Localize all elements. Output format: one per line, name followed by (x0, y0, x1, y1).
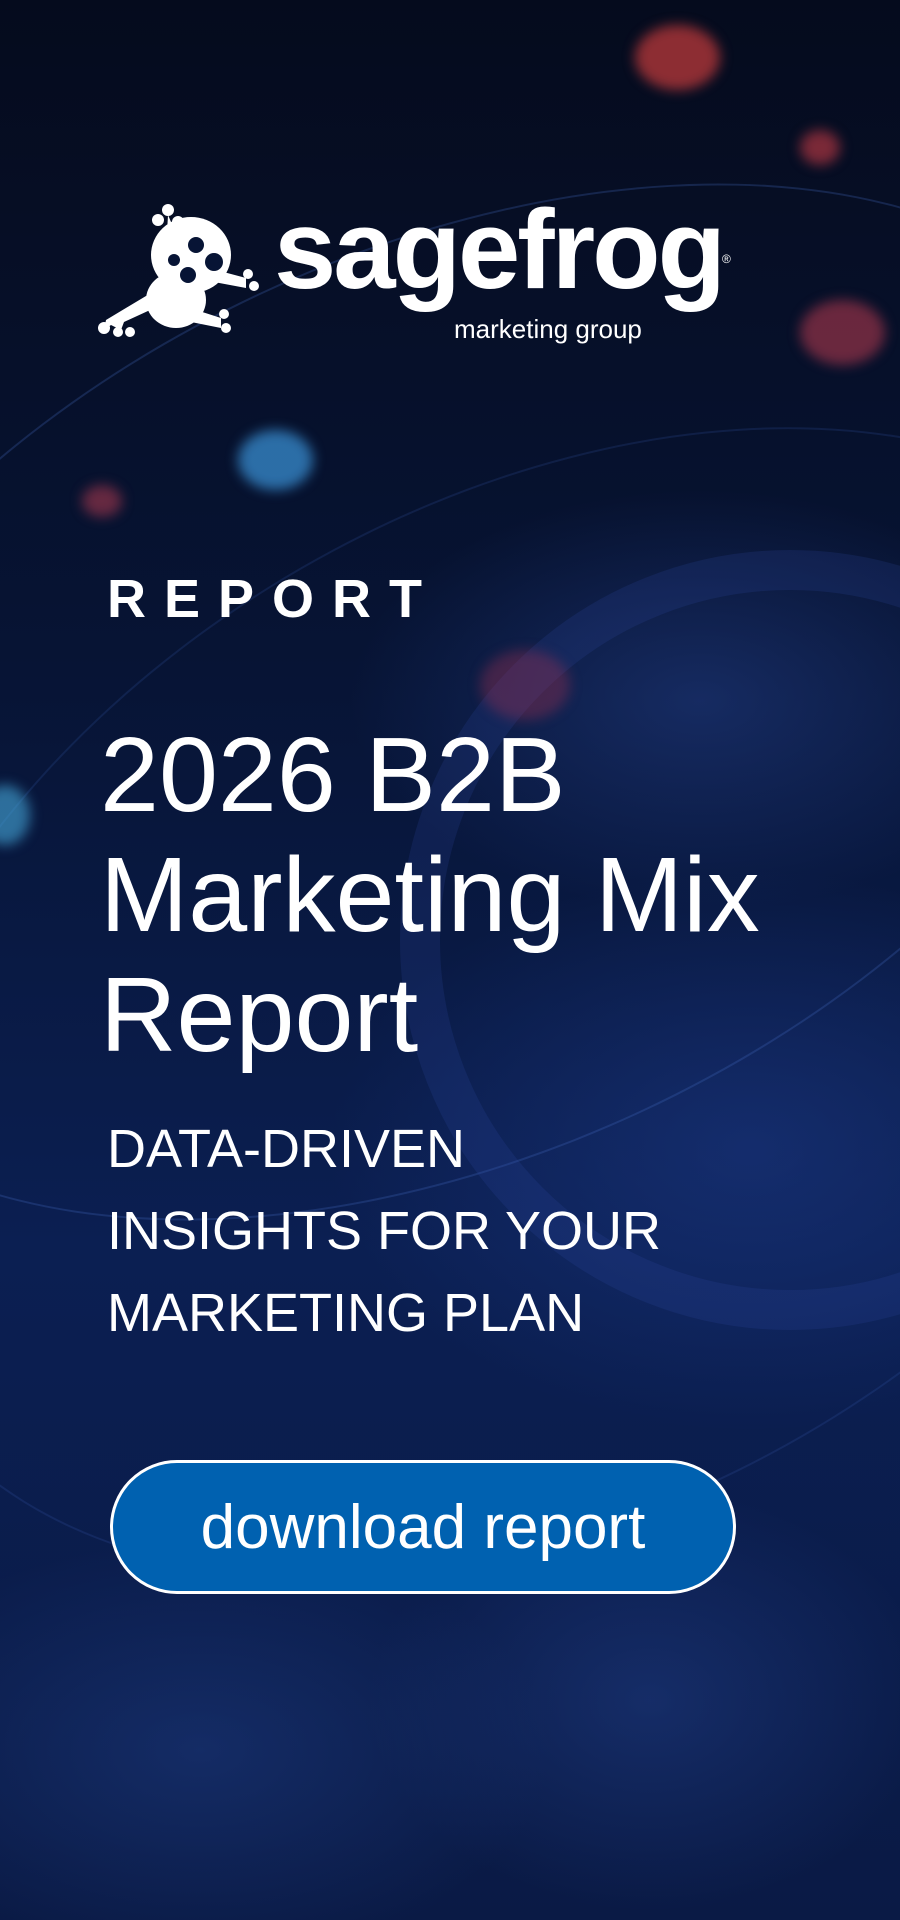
sagefrog-logo[interactable]: sagefrog ® marketing group (96, 194, 736, 350)
bokeh-light (800, 300, 885, 365)
title-line: Marketing Mix (100, 836, 760, 954)
download-report-button[interactable]: download report (110, 1460, 736, 1594)
bokeh-light (238, 430, 313, 490)
brand-name: sagefrog (274, 187, 726, 312)
subtitle-line: MARKETING PLAN (107, 1283, 585, 1343)
title-line: Report (100, 956, 419, 1074)
frog-icon (98, 204, 259, 337)
bokeh-light (635, 25, 720, 90)
subtitle-line: INSIGHTS FOR YOUR (107, 1201, 662, 1261)
eyebrow-label: REPORT (107, 569, 441, 629)
title-line: 2026 B2B (100, 716, 566, 834)
bokeh-light (480, 650, 570, 720)
registered-mark: ® (722, 252, 731, 266)
report-subtitle: DATA-DRIVEN INSIGHTS FOR YOUR MARKETING … (107, 1108, 867, 1354)
download-report-label: download report (200, 1492, 646, 1562)
subtitle-line: DATA-DRIVEN (107, 1119, 466, 1179)
report-title: 2026 B2B Marketing Mix Report (100, 715, 900, 1075)
bokeh-light (82, 485, 122, 517)
bokeh-light (800, 130, 840, 165)
brand-tagline: marketing group (454, 314, 642, 344)
